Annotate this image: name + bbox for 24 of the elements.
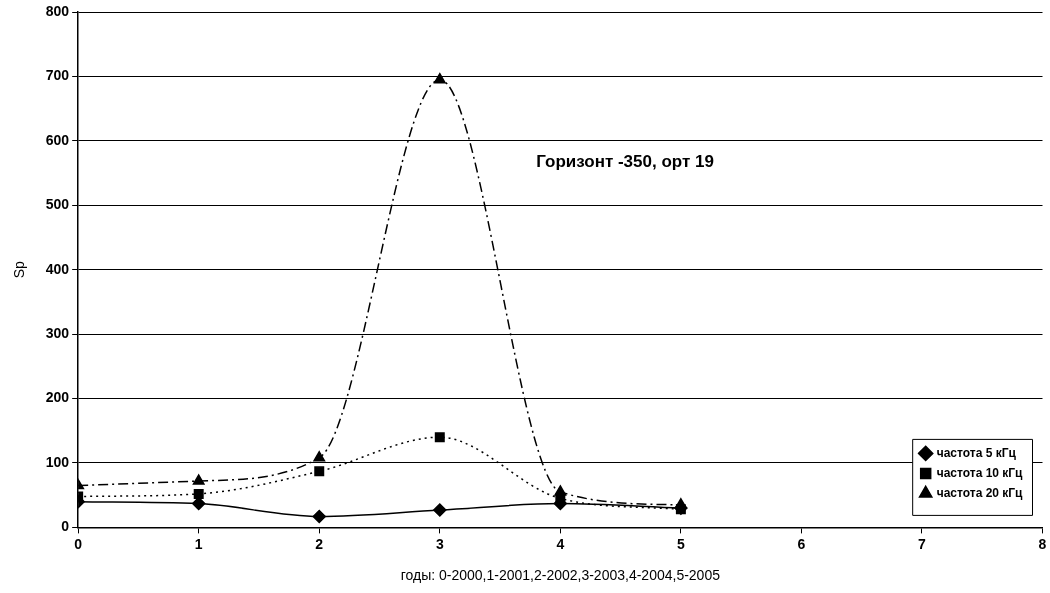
y-tick-label: 500 [45, 196, 70, 213]
legend-label: частота 5 кГц [936, 445, 1017, 460]
y-tick-label: 600 [45, 131, 70, 148]
legend-label: частота 10 кГц [936, 465, 1024, 480]
x-tick-label: 7 [918, 535, 927, 552]
y-tick-label: 300 [45, 324, 70, 341]
y-tick-label: 0 [61, 518, 70, 535]
x-tick-label: 8 [1038, 535, 1047, 552]
y-tick-label: 700 [45, 67, 70, 84]
x-tick-label: 6 [797, 535, 806, 552]
x-axis-title: годы: 0-2000,1-2001,2-2002,3-2003,4-2004,5-2005 [400, 567, 721, 584]
x-tick-label: 4 [556, 535, 565, 552]
x-tick-label: 5 [676, 535, 685, 552]
x-tick-label: 1 [194, 535, 203, 552]
x-tick-label: 3 [435, 535, 444, 552]
y-tick-label: 400 [45, 260, 70, 277]
y-tick-label: 800 [45, 2, 70, 19]
x-tick-label: 2 [315, 535, 324, 552]
y-tick-label: 200 [45, 389, 70, 406]
y-axis-title: Sp [11, 260, 28, 279]
annotation: Горизонт -350, орт 19 [536, 151, 714, 171]
legend-label: частота 20 кГц [936, 485, 1024, 500]
x-tick-label: 0 [74, 535, 83, 552]
y-tick-label: 100 [45, 453, 70, 470]
